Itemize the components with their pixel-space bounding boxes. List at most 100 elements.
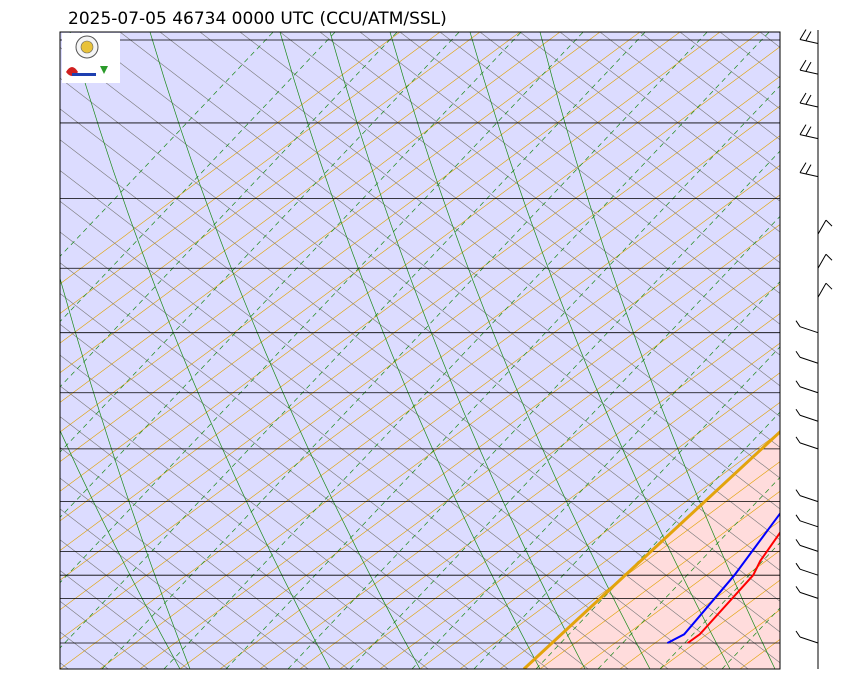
dry-adiabat <box>299 313 780 669</box>
dry-adiabat <box>139 194 780 669</box>
wind-barb-icon <box>795 320 819 334</box>
isotherm <box>279 32 780 417</box>
isotherm <box>159 32 780 510</box>
isotherm <box>60 354 469 669</box>
dry-adiabat <box>60 32 481 344</box>
wind-barb-icon <box>799 162 819 178</box>
wind-barb-icon <box>795 489 819 503</box>
wind-barb-staff <box>817 282 827 298</box>
wind-barb-flag <box>795 320 801 327</box>
moist-adiabat <box>469 32 731 669</box>
wind-barb-icon <box>817 282 833 298</box>
wind-barb-flag <box>795 350 801 358</box>
wind-barb-staff <box>799 544 819 552</box>
wind-barb-icon <box>795 586 819 599</box>
mixing-ratio-line <box>659 542 780 669</box>
wind-barb-icon <box>799 59 819 75</box>
dry-adiabat <box>779 668 780 669</box>
dry-adiabat <box>60 32 641 462</box>
dry-adiabat <box>579 520 780 669</box>
wind-barb-icon <box>795 562 819 576</box>
dry-adiabat <box>60 32 561 403</box>
isotherm <box>840 32 850 669</box>
wind-barb-staff <box>799 38 819 44</box>
isotherm <box>559 32 780 202</box>
isotherm <box>60 477 309 669</box>
wind-barb-icon <box>817 219 833 235</box>
dry-adiabat <box>219 253 780 669</box>
wind-barb-staff <box>799 69 819 75</box>
isotherm <box>60 508 269 669</box>
freezing-line <box>522 429 780 669</box>
wind-barb-staff <box>817 219 827 235</box>
grid-lines <box>60 32 850 669</box>
wind-barb-flag <box>795 630 801 638</box>
wind-barb-staff <box>799 520 819 528</box>
moist-adiabat <box>389 32 651 669</box>
isotherm <box>239 32 780 448</box>
wind-barb-flag <box>825 219 833 227</box>
isotherm <box>359 32 780 356</box>
wind-barb-flag <box>825 253 833 261</box>
dry-adiabat <box>60 105 780 640</box>
isotherm <box>60 662 69 669</box>
isotherm <box>479 32 780 264</box>
isotherm <box>60 231 629 669</box>
mixing-ratio-line <box>60 32 584 584</box>
mixing-ratio-line <box>60 32 336 323</box>
wind-barb-flag <box>795 539 801 546</box>
dry-adiabat <box>60 32 601 433</box>
isotherm <box>60 47 780 602</box>
wind-barb-icon <box>795 539 819 552</box>
mixing-ratio-line <box>287 150 780 669</box>
dry-adiabat <box>539 490 780 669</box>
dry-adiabat <box>419 401 780 669</box>
isotherm <box>599 32 780 171</box>
wind-barb-flag <box>795 489 801 496</box>
dry-adiabat <box>99 164 780 669</box>
wind-barb-staff <box>799 414 819 422</box>
isotherm <box>60 539 229 669</box>
wind-barb-staff <box>799 636 819 644</box>
isotherm <box>60 385 429 669</box>
isotherm <box>60 77 780 633</box>
wind-barb-staff <box>799 495 819 503</box>
isotherm <box>60 293 549 669</box>
unstable-region <box>60 32 780 669</box>
wind-barb-flag <box>799 29 807 40</box>
wind-barb-flag <box>795 562 801 570</box>
moist-adiabat <box>69 32 331 669</box>
wind-barb-icon <box>795 514 819 528</box>
isotherm <box>439 32 780 294</box>
isotherm <box>60 170 709 669</box>
wind-barb-icon <box>795 380 819 394</box>
mixing-ratio-line <box>60 32 522 518</box>
wind-barb-staff <box>799 172 819 178</box>
dry-adiabat <box>60 46 780 581</box>
background-regions <box>60 32 780 669</box>
wind-barb-flag <box>795 514 801 522</box>
wind-barb-icon <box>799 29 819 44</box>
mixing-ratio-line <box>60 32 460 453</box>
wind-barb-icon <box>799 124 819 140</box>
isotherm <box>519 32 780 233</box>
dry-adiabat <box>619 550 780 669</box>
wind-barb-staff <box>799 591 819 599</box>
dry-adiabat <box>259 283 780 669</box>
wind-barb-staff <box>799 386 819 394</box>
chart-title: 2025-07-05 46734 0000 UTC (CCU/ATM/SSL) <box>68 9 447 29</box>
isotherm <box>60 323 509 669</box>
wind-barb-flag <box>795 380 801 388</box>
wind-barb-icon <box>795 350 819 364</box>
mixing-ratio-line <box>597 476 780 669</box>
wind-barb-staff <box>799 102 819 108</box>
dry-adiabat <box>339 342 780 669</box>
dry-adiabat <box>60 32 521 374</box>
wind-barb-flag <box>805 31 812 41</box>
wind-barb-staff <box>799 356 819 364</box>
dry-adiabat <box>60 32 401 285</box>
dry-adiabat <box>179 224 780 669</box>
dry-adiabat <box>820 32 850 669</box>
wind-barb-flag <box>795 586 801 593</box>
